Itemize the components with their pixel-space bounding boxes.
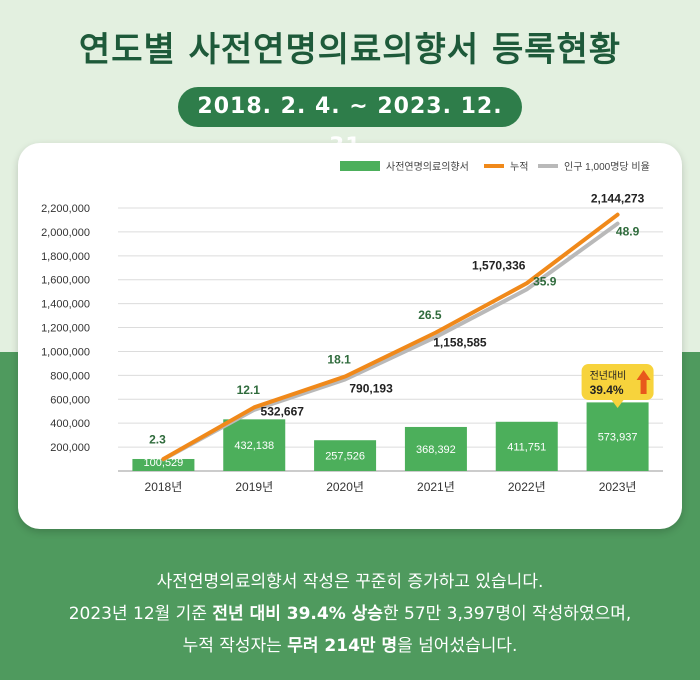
chart-svg: 200,000 400,000 600,000 800,000 1,000,000 1,2… (41, 161, 663, 494)
y-tick-label: 200,000 (50, 442, 90, 454)
cumulative-value-label: 790,193 (349, 382, 393, 396)
ratio-value-label: 35.9 (533, 274, 557, 288)
bar-value-label: 257,526 (325, 451, 365, 463)
bar (132, 458, 195, 471)
x-tick-label: 2020년 (326, 480, 364, 494)
x-tick-label: 2018년 (145, 480, 183, 494)
ratio-value-label: 48.9 (616, 225, 640, 239)
y-tick-label: 1,600,000 (41, 275, 90, 287)
y-tick-label: 600,000 (50, 394, 90, 406)
x-tick-label: 2021년 (417, 480, 455, 494)
bar-value-label: 368,392 (416, 444, 456, 456)
ratio-value-label: 18.1 (327, 352, 351, 366)
y-tick-label: 1,400,000 (41, 299, 90, 311)
callout-pointer (611, 400, 624, 408)
ratio-value-label: 2.3 (149, 432, 166, 446)
period-badge: 2018. 2. 4. ~ 2023. 12. 31. (178, 87, 522, 159)
bar-value-label: 432,138 (234, 440, 274, 452)
up-arrow-icon (636, 370, 651, 394)
chart-card: 200,000 400,000 600,000 800,000 1,000,000 1,2… (18, 143, 682, 529)
page-title: 연도별 사전연명의료의향서 등록현황 (78, 30, 622, 70)
x-tick-label: 2022년 (508, 480, 546, 494)
y-tick-label: 400,000 (50, 418, 90, 430)
legend-label-cumulative: 누적 (510, 161, 528, 173)
caption-line-2-end: 한 57만 3,397명이 작성하였으며, (382, 604, 632, 624)
bar-value-label: 411,751 (507, 441, 546, 453)
caption-highlight-increase: 전년 대비 39.4% 상승 (212, 604, 383, 624)
bar-value-label: 100,529 (144, 457, 184, 469)
y-tick-label: 800,000 (50, 370, 90, 382)
callout-value: 39.4% (590, 383, 624, 397)
caption-line-1: 사전연명의료의향서 작성은 꾸준히 증가하고 있습니다. (156, 572, 544, 592)
bar (495, 421, 558, 471)
caption-highlight-total: 무려 214만 명 (287, 636, 398, 656)
caption-line-3-end: 을 넘어섰습니다. (397, 636, 518, 656)
x-tick-label: 2019년 (235, 480, 273, 494)
legend-label-bars: 사전연명의료의향서 (386, 161, 469, 173)
caption-line-3-start: 누적 작성자는 (182, 636, 288, 656)
cumulative-value-label: 1,570,336 (472, 258, 526, 272)
caption-line-3: 누적 작성자는 무려 214만 명을 넘어섰습니다. (0, 630, 700, 662)
caption-line-2-start: 2023년 12월 기준 (68, 604, 213, 624)
legend-swatch-bars (340, 161, 380, 171)
y-tick-label: 1,200,000 (41, 323, 90, 335)
y-tick-label: 2,000,000 (41, 227, 90, 239)
bar (404, 426, 467, 471)
summary-caption: 사전연명의료의향서 작성은 꾸준히 증가하고 있습니다. 2023년 12월 기… (0, 566, 700, 662)
callout-label: 전년대비 (590, 370, 627, 382)
ratio-value-label: 12.1 (237, 383, 261, 397)
ratio-value-label: 26.5 (418, 308, 442, 322)
y-tick-label: 1,800,000 (41, 251, 90, 263)
cumulative-value-label: 2,144,273 (591, 192, 645, 206)
callout-bubble (581, 364, 654, 400)
cumulative-value-label: 532,667 (261, 404, 305, 418)
cumulative-series-line (161, 212, 620, 461)
bar (223, 419, 286, 471)
cumulative-value-label: 1,158,585 (433, 335, 487, 349)
legend-label-ratio: 인구 1,000명당 비율 (564, 161, 650, 173)
bar (586, 402, 649, 471)
bar-value-label: 573,937 (598, 432, 638, 444)
x-tick-label: 2023년 (599, 480, 637, 494)
y-tick-label: 1,000,000 (41, 346, 90, 358)
caption-line-2: 2023년 12월 기준 전년 대비 39.4% 상승한 57만 3,397명이… (0, 598, 700, 630)
bar (314, 440, 377, 471)
y-tick-label: 2,200,000 (41, 203, 90, 215)
